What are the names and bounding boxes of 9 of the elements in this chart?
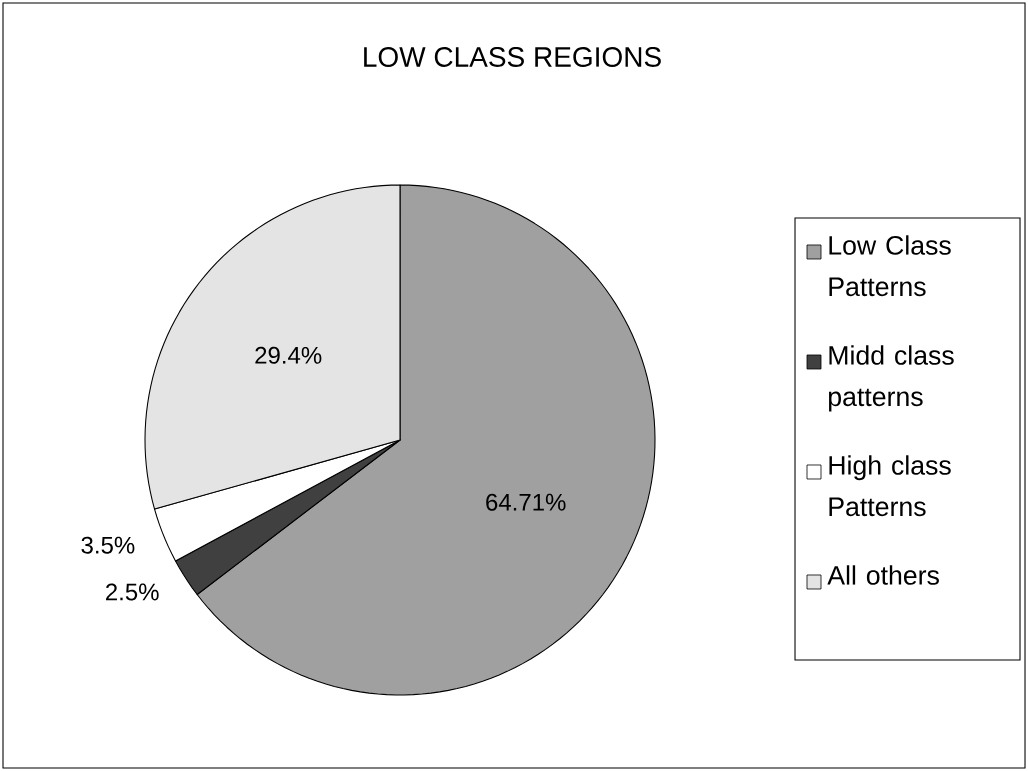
data-label: 3.5% — [81, 536, 135, 554]
legend-label: Low Class Patterns — [829, 235, 951, 297]
data-label: 64.71% — [486, 493, 566, 511]
legend-label: High class Patterns — [829, 455, 951, 517]
data-label: 2.5% — [106, 583, 159, 601]
data-label: 29.4% — [255, 346, 322, 364]
legend-label: All others — [827, 565, 939, 585]
chart-title: LOW CLASS REGIONS — [364, 47, 661, 67]
legend-label: Midd class patterns — [828, 345, 954, 412]
